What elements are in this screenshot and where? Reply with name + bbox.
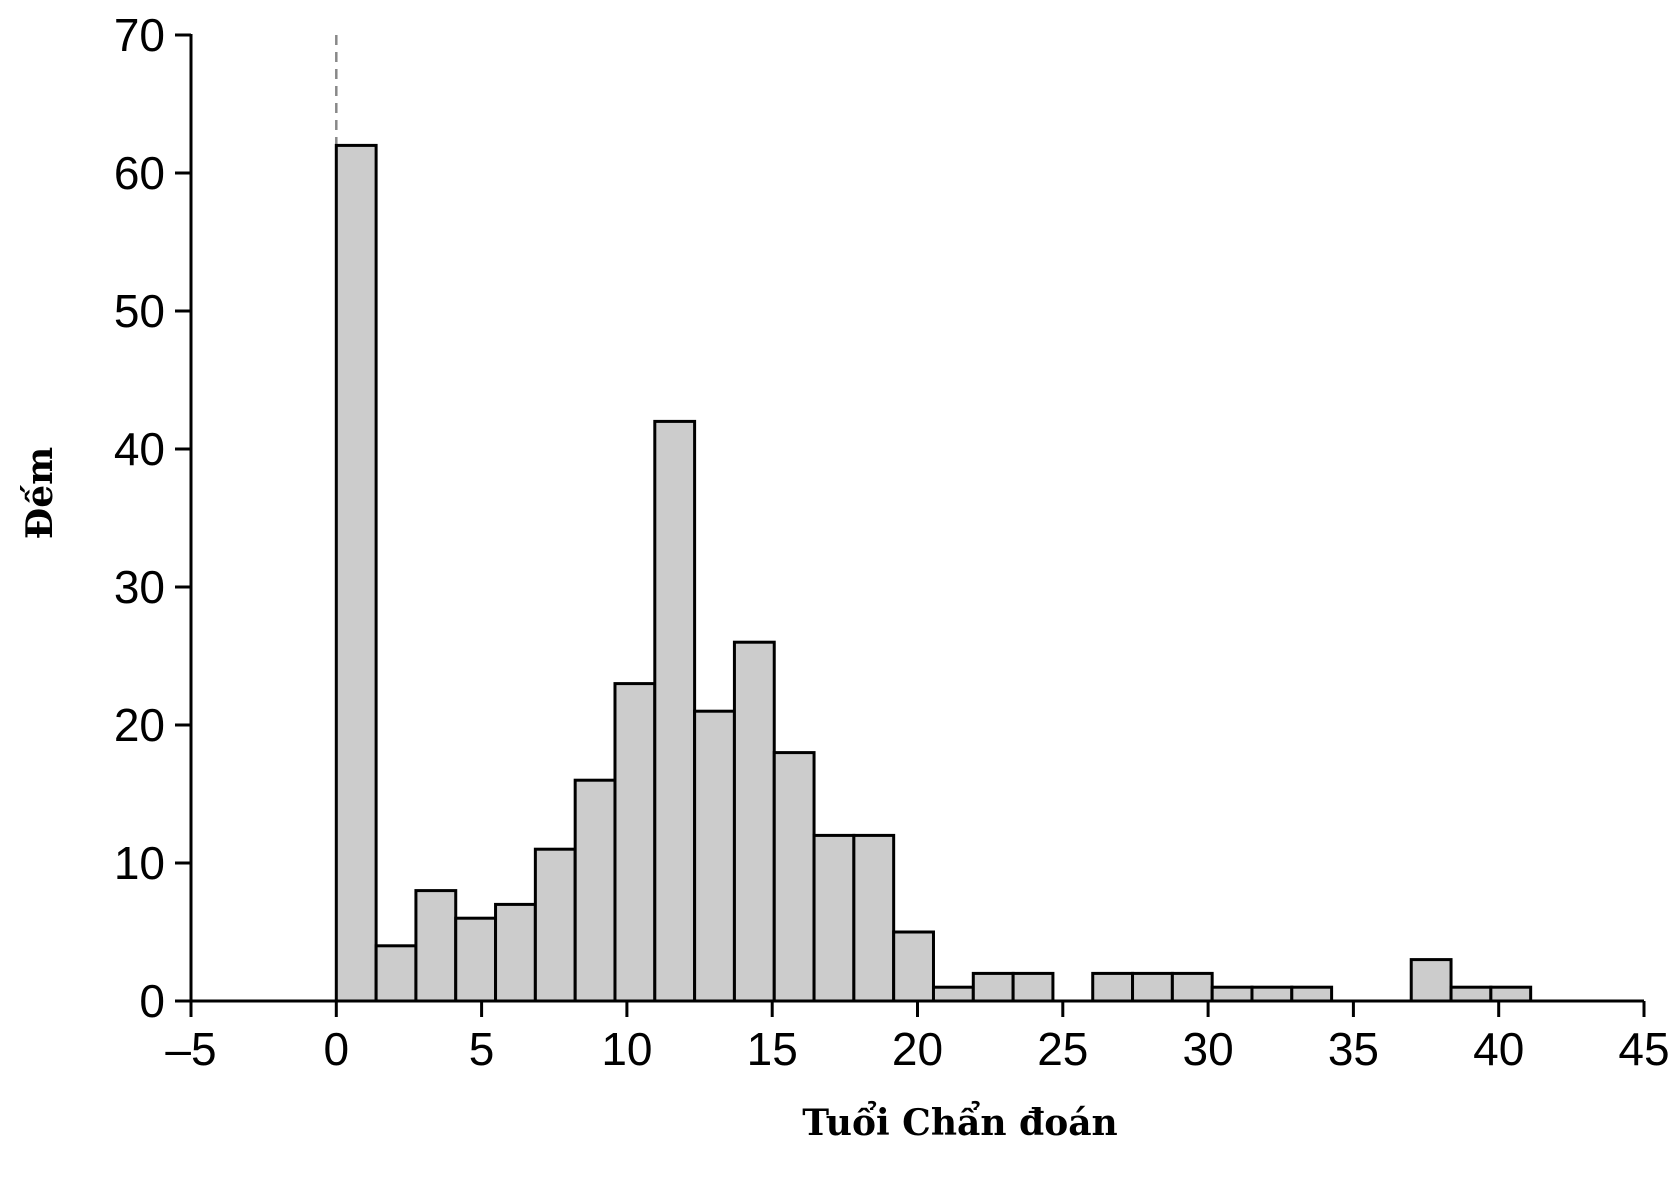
x-tick-label: 10 xyxy=(601,1023,652,1075)
bar xyxy=(931,985,975,1003)
x-tick-label: 0 xyxy=(324,1023,350,1075)
bar xyxy=(1131,971,1174,1003)
bar xyxy=(374,944,418,1003)
x-tick-label: 40 xyxy=(1473,1023,1524,1075)
bar xyxy=(812,833,856,1003)
y-tick-label: 50 xyxy=(114,285,165,337)
x-tick-label: 15 xyxy=(747,1023,798,1075)
bar xyxy=(732,640,776,1003)
bar xyxy=(494,902,537,1003)
bar xyxy=(1250,985,1294,1003)
x-axis-title: Tuổi Chẩn đoán xyxy=(802,1102,1117,1144)
bar xyxy=(613,682,657,1003)
bar xyxy=(1011,971,1055,1003)
bar xyxy=(1489,985,1533,1003)
y-tick-label: 20 xyxy=(114,699,165,751)
y-axis-title: Đếm xyxy=(19,447,61,539)
x-tick-label: 5 xyxy=(469,1023,495,1075)
bar xyxy=(1449,985,1493,1003)
bar xyxy=(573,778,617,1003)
bar xyxy=(971,971,1015,1003)
bar xyxy=(1290,985,1334,1003)
y-tick-label: 60 xyxy=(114,147,165,199)
bar xyxy=(334,143,378,1003)
bar xyxy=(414,889,458,1003)
bar xyxy=(1409,958,1453,1003)
bar xyxy=(533,847,577,1003)
x-tick-label: 45 xyxy=(1618,1023,1669,1075)
x-tick-label: –5 xyxy=(165,1023,216,1075)
x-tick-label: 30 xyxy=(1183,1023,1234,1075)
bar xyxy=(892,930,935,1003)
x-tick-label: 20 xyxy=(892,1023,943,1075)
x-tick-label: 25 xyxy=(1037,1023,1088,1075)
bar xyxy=(693,709,736,1003)
bar xyxy=(772,751,816,1003)
bar xyxy=(1210,985,1254,1003)
x-tick-label: 35 xyxy=(1328,1023,1379,1075)
y-tick-label: 0 xyxy=(139,975,165,1027)
y-tick-label: 40 xyxy=(114,423,165,475)
bar xyxy=(653,419,697,1003)
bar xyxy=(1170,971,1214,1003)
y-tick-label: 70 xyxy=(114,9,165,61)
y-tick-label: 10 xyxy=(114,837,165,889)
bar xyxy=(1091,971,1135,1003)
bar xyxy=(454,916,498,1003)
y-tick-label: 30 xyxy=(114,561,165,613)
bar xyxy=(852,833,896,1003)
